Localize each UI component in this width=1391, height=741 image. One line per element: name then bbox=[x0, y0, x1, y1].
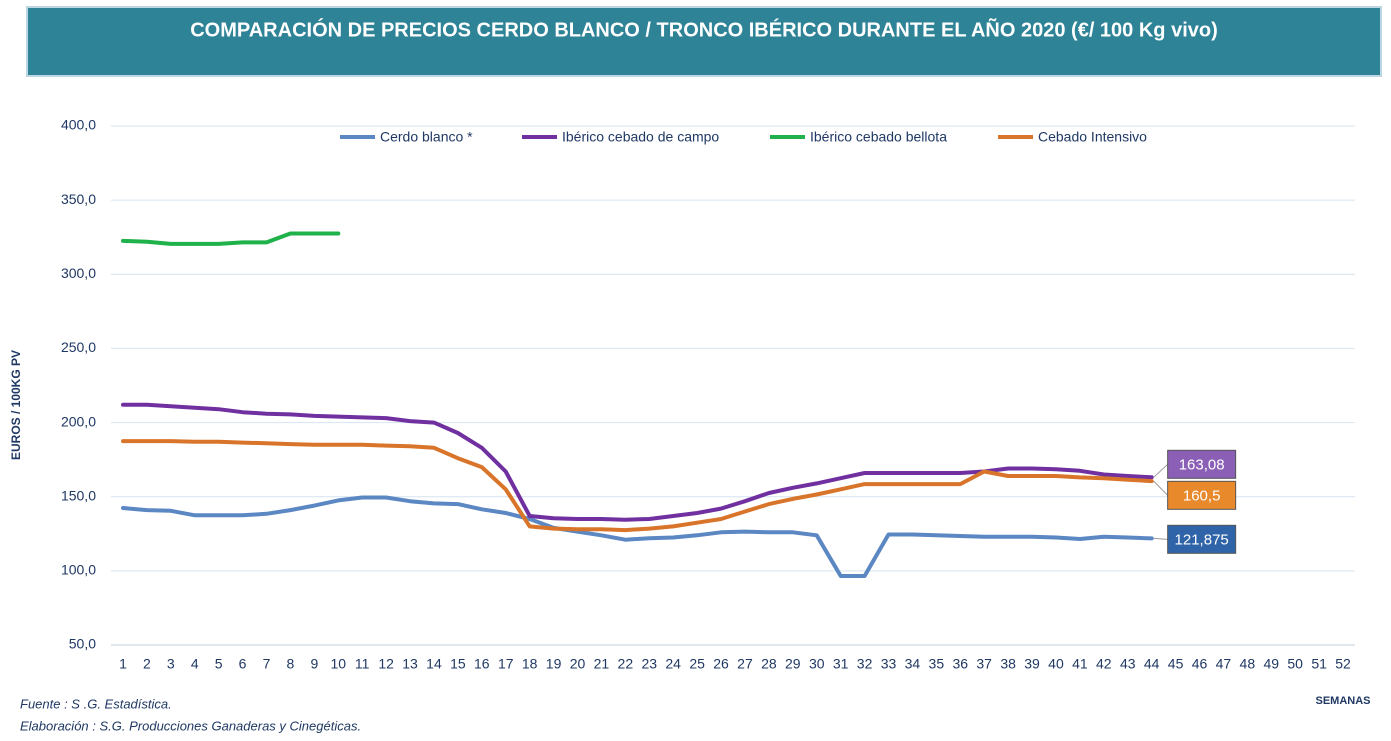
x-tick-label: 51 bbox=[1311, 656, 1327, 672]
value-label: 121,875 bbox=[1175, 531, 1229, 548]
x-tick-label: 41 bbox=[1072, 656, 1088, 672]
x-tick-label: 26 bbox=[713, 656, 729, 672]
y-tick-label: 400,0 bbox=[61, 117, 96, 133]
x-tick-label: 50 bbox=[1287, 656, 1303, 672]
x-tick-label: 38 bbox=[1000, 656, 1016, 672]
x-tick-label: 23 bbox=[641, 656, 657, 672]
x-tick-label: 17 bbox=[498, 656, 514, 672]
x-tick-label: 9 bbox=[310, 656, 318, 672]
x-tick-label: 46 bbox=[1192, 656, 1208, 672]
x-tick-label: 10 bbox=[330, 656, 346, 672]
value-label-box bbox=[1167, 524, 1237, 554]
x-tick-label: 29 bbox=[785, 656, 801, 672]
x-tick-label: 14 bbox=[426, 656, 442, 672]
x-tick-label: 45 bbox=[1168, 656, 1184, 672]
x-tick-label: 52 bbox=[1335, 656, 1351, 672]
x-axis-label: SEMANAS bbox=[1315, 695, 1370, 707]
x-tick-label: 25 bbox=[689, 656, 705, 672]
x-tick-label: 24 bbox=[665, 656, 681, 672]
value-label-box bbox=[1167, 480, 1237, 510]
x-tick-label: 1 bbox=[119, 656, 127, 672]
y-tick-label: 250,0 bbox=[61, 339, 96, 355]
x-tick-label: 34 bbox=[905, 656, 921, 672]
x-tick-label: 35 bbox=[929, 656, 945, 672]
x-tick-label: 3 bbox=[167, 656, 175, 672]
x-tick-label: 6 bbox=[239, 656, 247, 672]
x-tick-label: 22 bbox=[618, 656, 634, 672]
x-tick-label: 33 bbox=[881, 656, 897, 672]
x-tick-label: 44 bbox=[1144, 656, 1160, 672]
value-label: 160,5 bbox=[1183, 487, 1221, 504]
x-tick-label: 21 bbox=[594, 656, 610, 672]
x-tick-label: 12 bbox=[378, 656, 394, 672]
label-leader bbox=[1153, 537, 1168, 540]
x-tick-label: 19 bbox=[546, 656, 562, 672]
credit-note: Elaboración : S.G. Producciones Ganadera… bbox=[20, 718, 361, 733]
series-line bbox=[121, 402, 1154, 522]
x-tick-label: 49 bbox=[1263, 656, 1279, 672]
x-tick-label: 42 bbox=[1096, 656, 1112, 672]
x-tick-label: 13 bbox=[402, 656, 418, 672]
y-tick-label: 350,0 bbox=[61, 191, 96, 207]
x-tick-label: 39 bbox=[1024, 656, 1040, 672]
title-bar bbox=[26, 6, 1382, 77]
y-tick-label: 200,0 bbox=[61, 413, 96, 429]
value-label: 163,08 bbox=[1179, 456, 1225, 473]
x-tick-label: 11 bbox=[355, 656, 370, 672]
x-tick-label: 2 bbox=[143, 656, 151, 672]
x-tick-label: 48 bbox=[1240, 656, 1256, 672]
legend-label: Ibérico cebado de campo bbox=[562, 129, 719, 145]
x-tick-label: 43 bbox=[1120, 656, 1136, 672]
x-tick-label: 20 bbox=[570, 656, 586, 672]
x-tick-label: 36 bbox=[952, 656, 968, 672]
series-line bbox=[121, 495, 1154, 578]
chart-title: COMPARACIÓN DE PRECIOS CERDO BLANCO / TR… bbox=[190, 17, 1218, 41]
x-tick-label: 16 bbox=[474, 656, 490, 672]
x-tick-label: 40 bbox=[1048, 656, 1064, 672]
value-label-box bbox=[1167, 449, 1237, 479]
x-tick-label: 15 bbox=[450, 656, 466, 672]
legend-label: Cerdo blanco * bbox=[380, 129, 473, 145]
x-tick-label: 37 bbox=[976, 656, 992, 672]
series-line bbox=[121, 439, 1154, 533]
label-leader bbox=[1153, 463, 1168, 478]
y-tick-label: 150,0 bbox=[61, 487, 96, 503]
x-tick-label: 28 bbox=[761, 656, 777, 672]
label-leader bbox=[1153, 480, 1169, 496]
legend-label: Ibérico cebado bellota bbox=[810, 129, 947, 145]
legend-label: Cebado Intensivo bbox=[1038, 129, 1147, 145]
y-tick-label: 100,0 bbox=[61, 562, 96, 578]
x-tick-label: 18 bbox=[522, 656, 538, 672]
source-note: Fuente : S .G. Estadística. bbox=[20, 696, 172, 711]
series-line bbox=[121, 231, 341, 246]
x-tick-label: 4 bbox=[191, 656, 199, 672]
y-tick-label: 300,0 bbox=[61, 265, 96, 281]
x-tick-label: 8 bbox=[287, 656, 295, 672]
x-tick-label: 32 bbox=[857, 656, 873, 672]
x-tick-label: 7 bbox=[263, 656, 271, 672]
x-tick-label: 30 bbox=[809, 656, 825, 672]
x-tick-label: 5 bbox=[215, 656, 223, 672]
x-tick-label: 47 bbox=[1216, 656, 1232, 672]
y-tick-label: 50,0 bbox=[69, 636, 96, 652]
x-tick-label: 31 bbox=[833, 656, 849, 672]
x-tick-label: 27 bbox=[737, 656, 753, 672]
y-axis-label: EUROS / 100KG PV bbox=[9, 350, 23, 460]
